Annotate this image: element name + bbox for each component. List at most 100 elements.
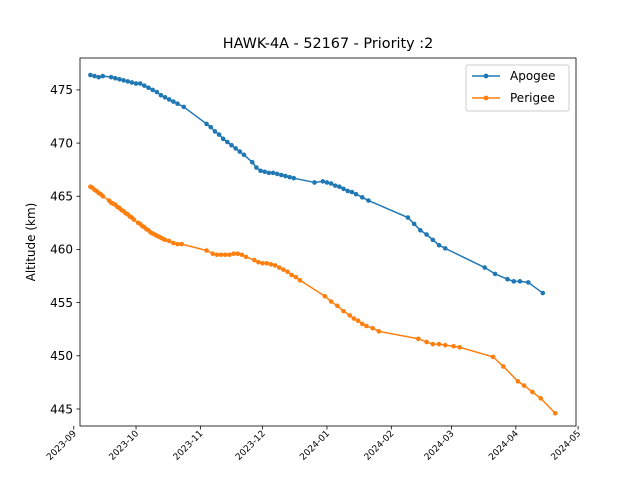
- perigee-point: [268, 262, 274, 267]
- apogee-point: [208, 124, 214, 130]
- y-tick-label: 475: [50, 83, 73, 97]
- legend-perigee-label: Perigee: [510, 91, 555, 105]
- perigee-point: [293, 274, 299, 280]
- apogee-point: [287, 174, 292, 180]
- perigee-point: [100, 193, 106, 199]
- perigee-point: [256, 259, 261, 265]
- apogee-point: [162, 95, 168, 100]
- apogee-point: [424, 232, 429, 237]
- perigee-point: [451, 343, 456, 349]
- perigee-point: [335, 303, 340, 309]
- apogee-point: [142, 83, 147, 88]
- perigee-point: [235, 251, 241, 256]
- y-tick-label: 450: [50, 349, 73, 363]
- perigee-point: [218, 252, 224, 258]
- apogee-point: [137, 81, 143, 86]
- apogee-point: [353, 191, 359, 197]
- y-tick-label: 470: [50, 136, 73, 150]
- apogee-point: [220, 136, 226, 142]
- apogee-point: [171, 99, 176, 104]
- apogee-point: [505, 276, 510, 282]
- perigee-point: [347, 313, 353, 318]
- perigee-point: [530, 389, 535, 395]
- apogee-point: [430, 237, 436, 243]
- series-layer: [88, 72, 558, 416]
- apogee-point: [332, 183, 338, 188]
- apogee-point: [216, 132, 222, 137]
- perigee-point: [231, 251, 236, 256]
- apogee-point: [262, 169, 268, 175]
- apogee-point: [254, 165, 259, 170]
- legend-apogee-marker: [483, 73, 489, 79]
- apogee-point: [237, 149, 243, 154]
- apogee-point: [129, 80, 135, 85]
- apogee-point: [166, 97, 172, 102]
- perigee-point: [552, 410, 558, 416]
- perigee-point: [376, 329, 382, 334]
- apogee-point: [442, 246, 448, 251]
- apogee-point: [328, 181, 334, 186]
- apogee-point: [411, 221, 417, 227]
- apogee-point: [181, 104, 187, 110]
- perigee-point: [289, 272, 294, 278]
- apogee-point: [258, 168, 263, 174]
- apogee-point: [283, 173, 288, 179]
- apogee-point: [279, 172, 284, 178]
- perigee-point: [364, 323, 369, 329]
- perigee-point: [521, 383, 527, 388]
- perigee-point: [131, 217, 137, 222]
- perigee-point: [424, 339, 429, 345]
- perigee-point: [243, 254, 249, 260]
- apogee-point: [150, 87, 155, 93]
- apogee-point: [540, 290, 546, 296]
- apogee-point: [133, 81, 139, 86]
- perigee-point: [166, 238, 172, 244]
- y-tick-label: 465: [50, 190, 73, 204]
- apogee-point: [366, 198, 371, 203]
- perigee-point: [442, 342, 448, 348]
- apogee-point: [146, 85, 151, 91]
- apogee-point: [312, 180, 317, 185]
- apogee-point: [212, 129, 218, 134]
- apogee-point: [241, 152, 247, 158]
- perigee-point: [264, 260, 270, 266]
- apogee-point: [324, 180, 330, 185]
- apogee-point: [320, 179, 326, 184]
- perigee-point: [538, 396, 544, 401]
- perigee-point: [415, 336, 421, 342]
- perigee-point: [351, 316, 357, 321]
- perigee-point: [171, 240, 176, 246]
- perigee-point: [490, 354, 496, 360]
- apogee-point: [274, 171, 280, 177]
- apogee-point: [482, 265, 487, 270]
- apogee-point: [341, 186, 346, 192]
- perigee-point: [359, 321, 365, 327]
- legend-perigee-marker: [483, 95, 489, 101]
- apogee-point: [517, 279, 523, 284]
- apogee-point: [270, 170, 276, 176]
- perigee-point: [501, 364, 506, 369]
- perigee-point: [162, 237, 168, 243]
- perigee-point: [515, 379, 521, 384]
- perigee-point: [214, 252, 220, 258]
- apogee-point: [96, 74, 101, 80]
- apogee-point: [492, 271, 498, 277]
- apogee-point: [108, 74, 114, 80]
- perigee-point: [252, 257, 257, 263]
- apogee-point: [158, 92, 164, 98]
- chart-title: HAWK-4A - 52167 - Priority :2: [223, 36, 433, 52]
- perigee-point: [272, 263, 278, 268]
- apogee-point: [100, 73, 106, 79]
- apogee-point: [88, 72, 93, 78]
- apogee-point: [436, 242, 442, 248]
- apogee-point: [92, 73, 97, 79]
- apogee-point: [125, 79, 131, 84]
- perigee-point: [285, 269, 290, 275]
- apogee-point: [418, 228, 423, 233]
- perigee-point: [222, 252, 228, 258]
- legend: Apogee Perigee: [465, 64, 570, 112]
- apogee-point: [121, 78, 126, 83]
- y-axis-label: Altitude (km): [24, 203, 38, 282]
- apogee-point: [405, 215, 411, 220]
